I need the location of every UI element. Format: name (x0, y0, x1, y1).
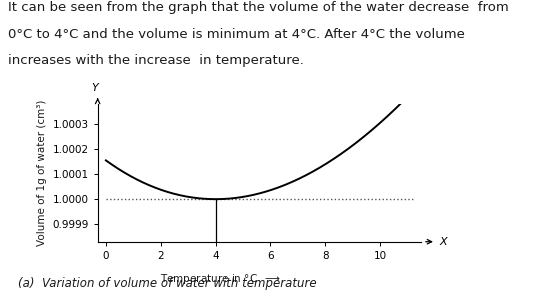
Text: Temperature in °C  $\longrightarrow$: Temperature in °C $\longrightarrow$ (160, 272, 281, 286)
Text: (a)  Variation of volume of water with temperature: (a) Variation of volume of water with te… (18, 277, 317, 290)
Text: X: X (439, 237, 447, 247)
Text: Y: Y (91, 83, 98, 93)
Text: increases with the increase  in temperature.: increases with the increase in temperatu… (8, 54, 304, 67)
Text: 0°C to 4°C and the volume is minimum at 4°C. After 4°C the volume: 0°C to 4°C and the volume is minimum at … (8, 28, 465, 41)
Text: It can be seen from the graph that the volume of the water decrease  from: It can be seen from the graph that the v… (8, 1, 509, 14)
Y-axis label: Volume of 1g of water (cm³): Volume of 1g of water (cm³) (37, 100, 47, 246)
